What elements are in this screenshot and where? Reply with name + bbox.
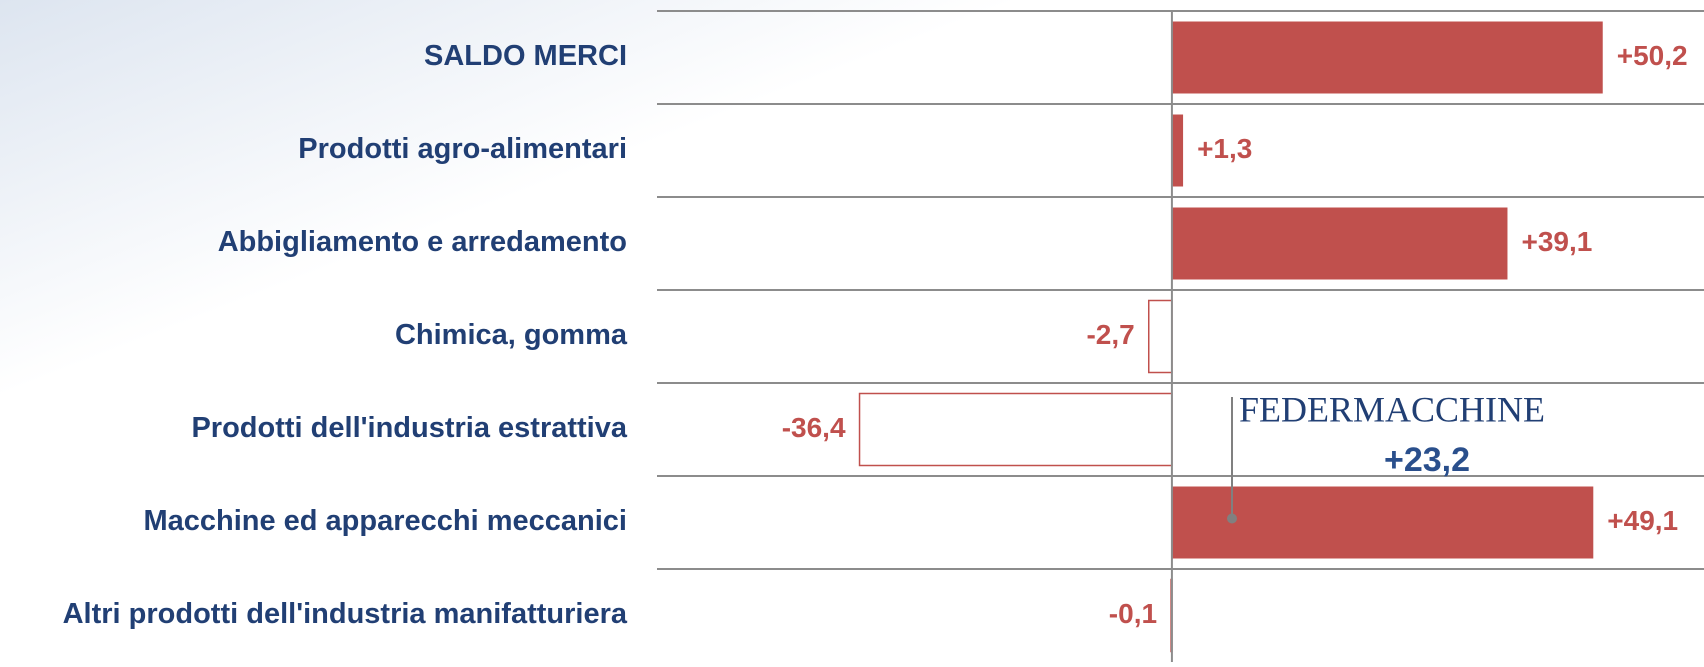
bar: [1171, 207, 1508, 280]
bar: [1171, 486, 1594, 559]
value-label: +50,2: [1617, 40, 1688, 71]
value-label: -36,4: [782, 412, 846, 443]
bar: [1171, 114, 1184, 187]
bar: [1171, 21, 1603, 94]
category-label: Altri prodotti dell'industria manifattur…: [63, 598, 628, 630]
category-label: Macchine ed apparecchi meccanici: [143, 505, 627, 537]
value-label: +1,3: [1197, 133, 1252, 164]
bar: [1147, 299, 1173, 374]
category-label: Prodotti agro-alimentari: [298, 133, 627, 165]
annotation-value: +23,2: [1384, 441, 1470, 479]
annotation-dot: [1227, 513, 1237, 524]
value-label: +49,1: [1607, 505, 1678, 536]
category-label: Chimica, gomma: [395, 319, 628, 351]
value-label: -0,1: [1109, 598, 1157, 629]
value-label: +39,1: [1521, 226, 1592, 257]
annotation-title: FEDERMACCHINE: [1239, 389, 1545, 429]
category-label: SALDO MERCI: [424, 40, 627, 72]
bar: [858, 392, 1173, 467]
category-label: Abbigliamento e arredamento: [218, 226, 627, 258]
category-label: Prodotti dell'industria estrattiva: [191, 412, 627, 444]
value-label: -2,7: [1086, 319, 1134, 350]
